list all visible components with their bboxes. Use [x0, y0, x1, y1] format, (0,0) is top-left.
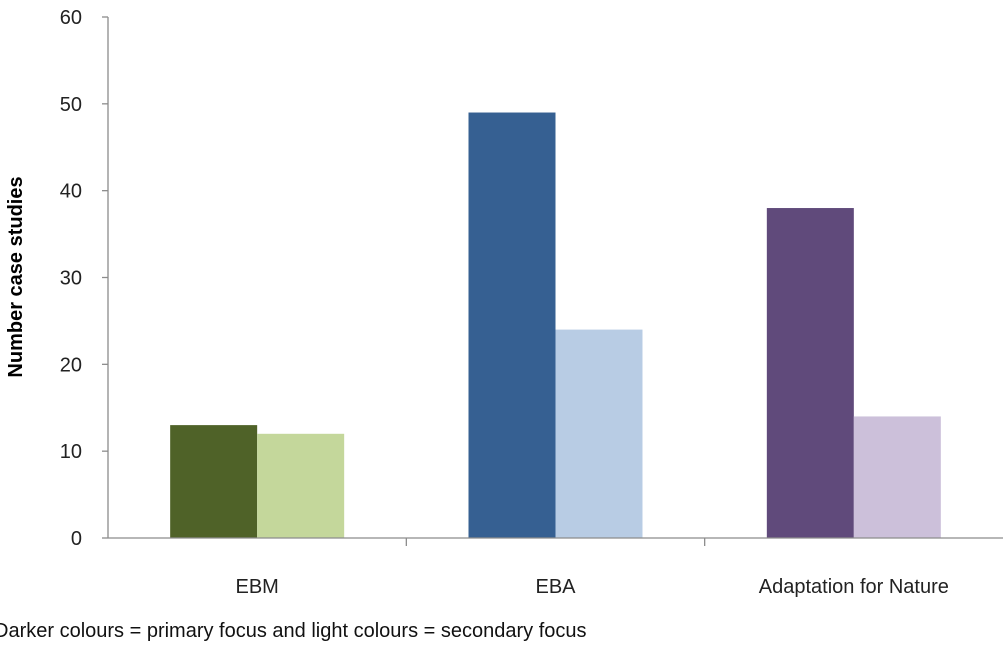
- y-tick-label: 60: [60, 7, 82, 29]
- x-tick-label: EBM: [235, 576, 278, 598]
- bar-ebm-secondary: [257, 433, 345, 538]
- x-tick-label: Adaptation for Nature: [759, 576, 949, 598]
- y-tick-label: 40: [60, 181, 82, 203]
- y-tick-label: 0: [71, 528, 82, 550]
- bar-adaptation-for-nature-primary: [766, 208, 854, 539]
- bar-chart: 0 10 20 30 40 50 60 EBM EBA Adaptation for Natur…: [5, 7, 1003, 598]
- chart-caption: Darker colours = primary focus and light…: [0, 620, 587, 642]
- x-tick-label: EBA: [535, 576, 576, 598]
- y-tick-label: 20: [60, 354, 82, 376]
- bars-group: [170, 112, 941, 539]
- y-ticks-group: 0 10 20 30 40 50 60: [60, 7, 108, 550]
- y-tick-label: 50: [60, 94, 82, 116]
- bar-eba-primary: [468, 112, 556, 539]
- y-axis-title: Number case studies: [5, 176, 27, 377]
- bar-adaptation-for-nature-secondary: [853, 416, 941, 538]
- y-tick-label: 10: [60, 441, 82, 463]
- x-ticks-group: EBM EBA Adaptation for Nature: [235, 538, 949, 598]
- bar-eba-secondary: [555, 329, 643, 538]
- bar-ebm-primary: [170, 425, 258, 538]
- y-tick-label: 30: [60, 268, 82, 290]
